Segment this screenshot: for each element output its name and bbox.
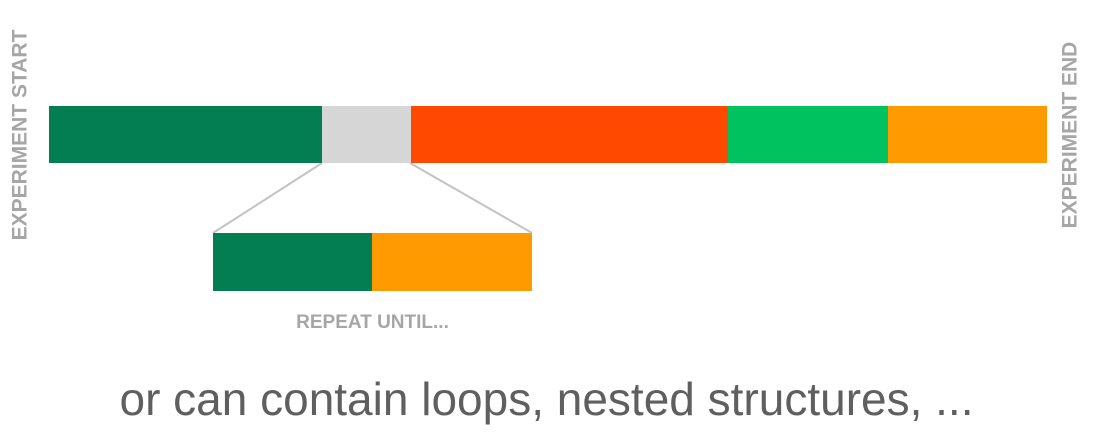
experiment-start-label: EXPERIMENT START — [7, 29, 31, 241]
timeline-segment-orange — [888, 106, 1047, 163]
timeline-segment-bright-green — [728, 106, 888, 163]
loop-segment-orange — [372, 233, 532, 291]
timeline-segment-orange-red — [411, 106, 728, 163]
loop-timeline — [213, 233, 532, 291]
loop-segment-dark-green — [213, 233, 372, 291]
timeline-segment-loop — [322, 106, 411, 163]
connector-line-left — [212, 162, 323, 234]
connector-line-right — [409, 162, 533, 234]
timeline-segment-dark-green — [49, 106, 322, 163]
experiment-end-label: EXPERIMENT END — [1057, 41, 1081, 229]
caption-text: or can contain loops, nested structures,… — [119, 373, 974, 425]
main-timeline — [49, 106, 1047, 163]
repeat-until-label: REPEAT UNTIL... — [296, 312, 449, 333]
